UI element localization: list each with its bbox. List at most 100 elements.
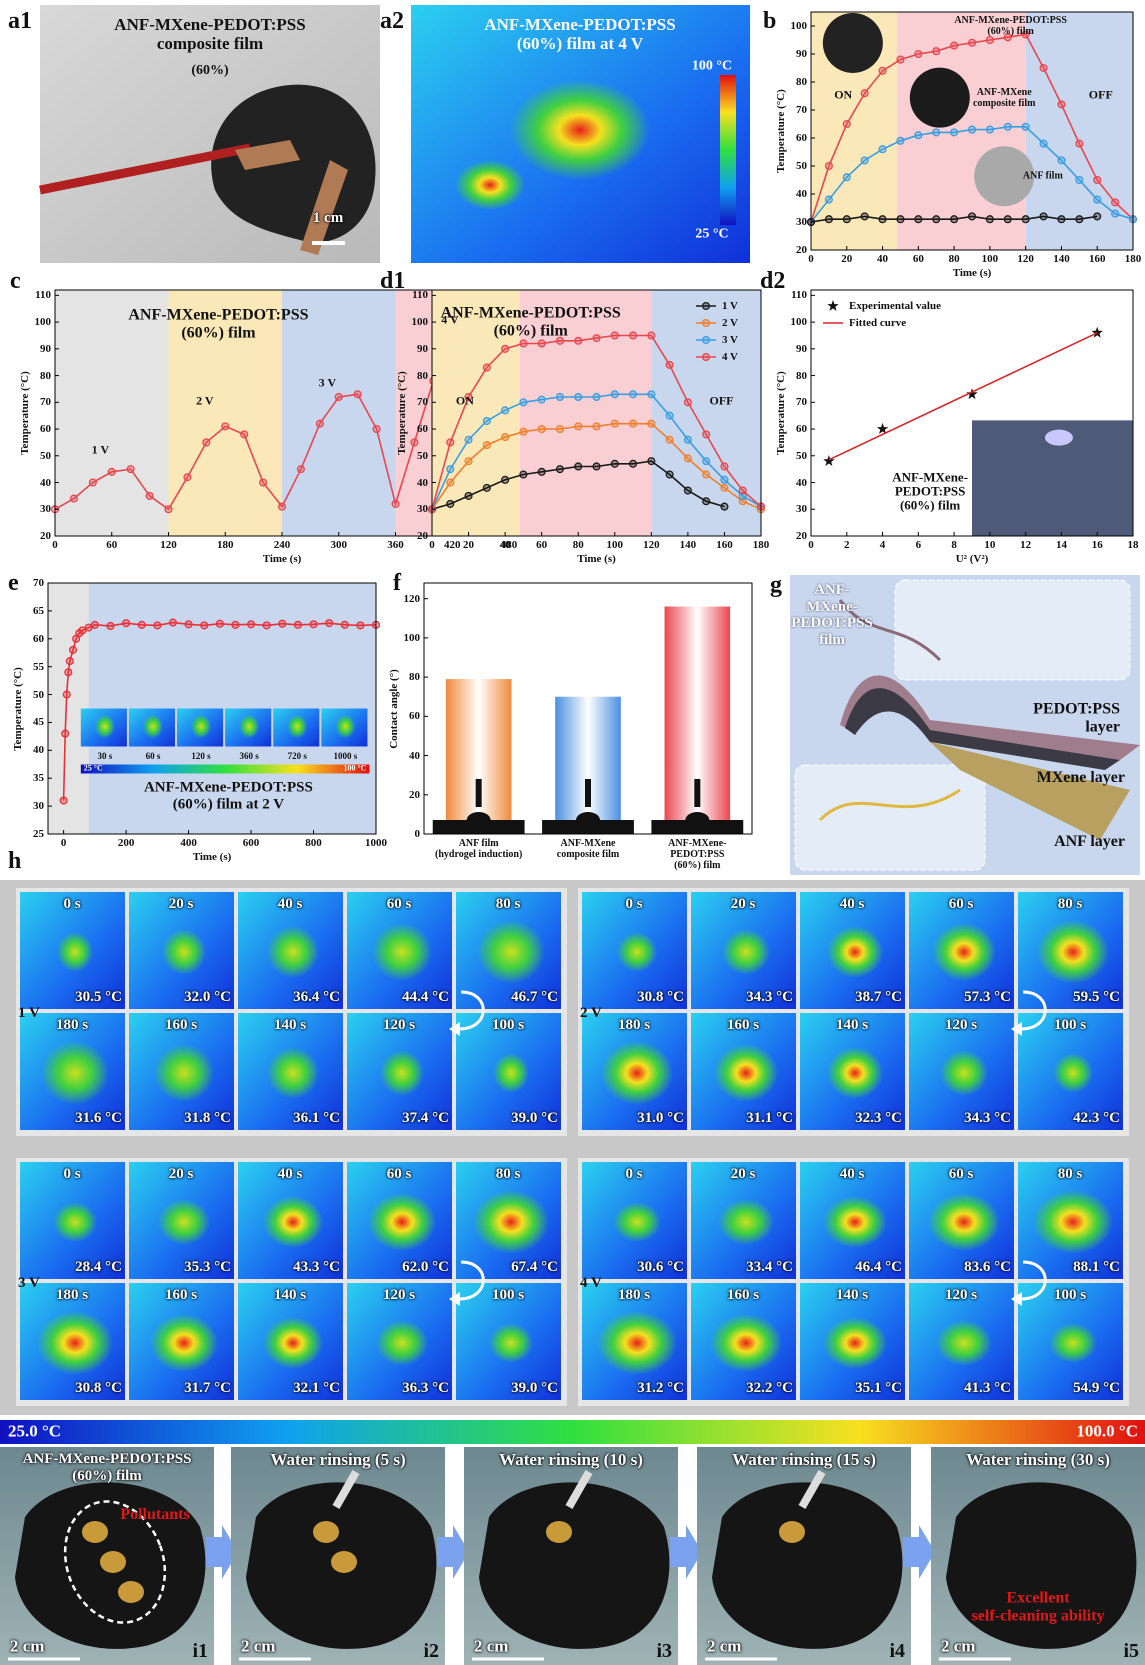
hot-spot <box>158 1199 210 1245</box>
x-tick-label: 180 <box>753 539 770 551</box>
panel-label: e <box>8 570 19 596</box>
tile-temp: 42.3 °C <box>1073 1110 1120 1127</box>
data-point <box>897 137 904 144</box>
hot-spot <box>940 1050 988 1096</box>
data-point <box>310 621 317 628</box>
tile-time: 120 s <box>945 1287 977 1304</box>
tile-temp: 32.2 °C <box>746 1380 793 1397</box>
x-tick-label: ANF-MXene- PEDOT:PSS (60%) film <box>668 838 726 871</box>
data-point <box>447 466 454 473</box>
data-point <box>241 431 248 438</box>
data-point <box>483 442 490 449</box>
y-tick-label: 30 <box>417 503 428 515</box>
tile-time: 160 s <box>165 1287 197 1304</box>
hot-spot <box>489 1323 533 1363</box>
data-point <box>575 463 582 470</box>
x-tick-label: 180 <box>217 539 234 551</box>
colorbar-max: 100 °C <box>343 764 366 773</box>
film-label: ANF- MXene- PEDOT:PSS film <box>791 582 872 648</box>
voltage-label: 1 V <box>18 1005 40 1022</box>
tile-temp: 32.0 °C <box>184 989 231 1006</box>
tile-time: 20 s <box>731 1166 756 1183</box>
data-point <box>222 423 229 430</box>
data-point <box>316 420 323 427</box>
hot-spot <box>162 929 206 975</box>
y-tick-label: 70 <box>40 396 51 408</box>
data-point <box>648 458 655 465</box>
colorbar-min: 25 °C <box>84 764 103 773</box>
bar <box>446 679 512 834</box>
data-point <box>502 434 509 441</box>
hot-spot <box>827 926 883 978</box>
data-point <box>915 216 922 223</box>
tile-time: 40 s <box>840 896 865 913</box>
y-axis-label: Temperature (°C) <box>12 667 24 751</box>
data-point <box>483 364 490 371</box>
data-point <box>483 484 490 491</box>
hot-spot <box>267 926 319 978</box>
tile-time: 160 s <box>727 1287 759 1304</box>
x-tick-label: 100 <box>607 539 624 551</box>
pollutant <box>82 1521 108 1543</box>
y-tick-label: 30 <box>796 216 807 228</box>
tile-time: 40 s <box>840 1166 865 1183</box>
y-tick-label: 80 <box>796 76 807 88</box>
panel-label: g <box>770 572 782 598</box>
photo-note: Excellent self-cleaning ability <box>972 1589 1105 1624</box>
data-point <box>843 121 850 128</box>
scale-label: 2 cm <box>241 1638 275 1657</box>
tile-temp: 28.4 °C <box>75 1259 122 1276</box>
tile-time: 180 s <box>56 1017 88 1034</box>
inset-time: 30 s <box>97 752 112 762</box>
data-point <box>232 621 239 628</box>
hot-spot <box>613 1202 661 1242</box>
hot-spot <box>150 1314 218 1372</box>
tile-temp: 30.8 °C <box>637 989 684 1006</box>
series-label: ANF film <box>1023 171 1063 182</box>
tile-temp: 62.0 °C <box>402 1259 449 1276</box>
y-tick-label: 20 <box>796 530 807 542</box>
tile-time: 60 s <box>387 896 412 913</box>
data-point <box>60 797 67 804</box>
y-tick-label: 100 <box>791 316 808 328</box>
tile-temp: 38.7 °C <box>855 989 902 1006</box>
tile-time: 0 s <box>63 896 80 913</box>
x-tick-label: 0 <box>808 539 814 551</box>
y-tick-label: 35 <box>33 772 44 784</box>
hot-spot <box>827 1047 883 1099</box>
y-tick-label: 90 <box>417 343 428 355</box>
y-tick-label: 50 <box>417 450 428 462</box>
y-tick-label: 100 <box>35 316 52 328</box>
data-point <box>538 468 545 475</box>
tile-time: 80 s <box>1058 896 1083 913</box>
annotation: ON <box>456 394 474 407</box>
hot-spot <box>823 1317 887 1369</box>
y-tick-label: 90 <box>796 343 807 355</box>
data-point <box>123 620 130 627</box>
photo-title: Water rinsing (15 s) <box>732 1451 876 1470</box>
y-tick-label: 100 <box>404 632 421 644</box>
x-tick-label: 2 <box>844 539 850 551</box>
x-tick-label: 14 <box>1056 539 1067 551</box>
x-axis-label: Time (s) <box>263 553 302 565</box>
panel-label: i4 <box>889 1640 905 1662</box>
tile-time: 20 s <box>169 896 194 913</box>
legend-label: 3 V <box>722 334 738 346</box>
series-label: ANF-MXene composite film <box>973 87 1036 109</box>
y-tick-label: 90 <box>796 48 807 60</box>
data-point <box>630 460 637 467</box>
x-tick-label: 400 <box>180 837 197 849</box>
data-point <box>1040 140 1047 147</box>
data-point <box>575 423 582 430</box>
y-tick-label: 40 <box>417 476 428 488</box>
droplet <box>685 812 709 828</box>
data-point <box>986 37 993 44</box>
tile-temp: 36.4 °C <box>293 989 340 1006</box>
y-axis-label: Temperature (°C) <box>396 371 408 455</box>
data-point <box>201 622 208 629</box>
data-point <box>447 479 454 486</box>
y-tick-label: 65 <box>33 605 44 617</box>
hot-spot <box>1033 1190 1113 1254</box>
caption: ANF-MXene-PEDOT:PSS (60%) film at 2 V <box>144 780 313 813</box>
y-tick-label: 60 <box>40 423 51 435</box>
